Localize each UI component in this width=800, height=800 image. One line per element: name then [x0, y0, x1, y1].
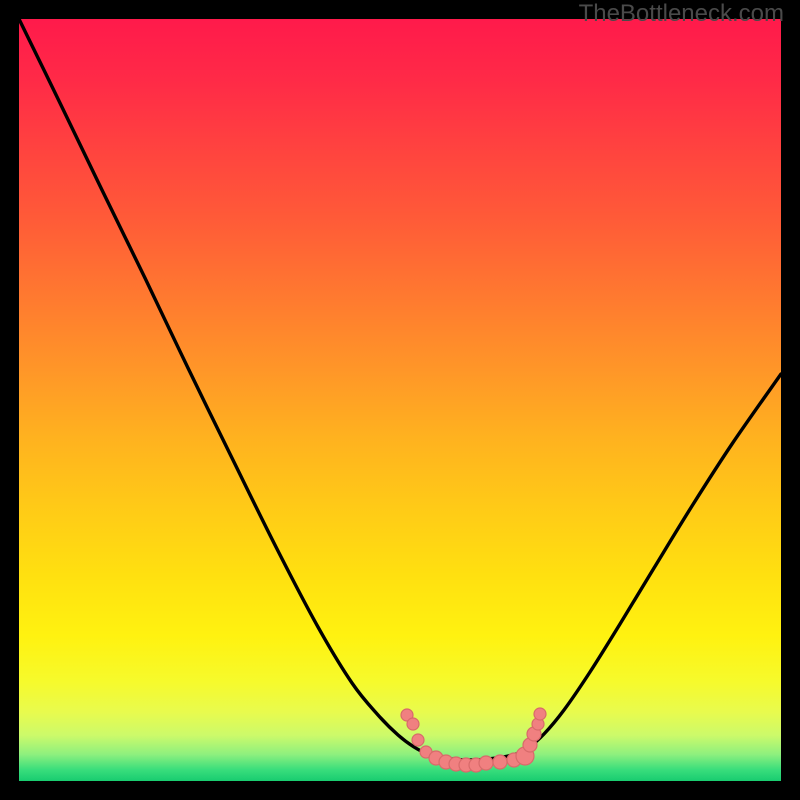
plot-area [19, 19, 781, 781]
watermark-text: TheBottleneck.com [579, 0, 784, 28]
chart-stage: TheBottleneck.com [0, 0, 800, 800]
